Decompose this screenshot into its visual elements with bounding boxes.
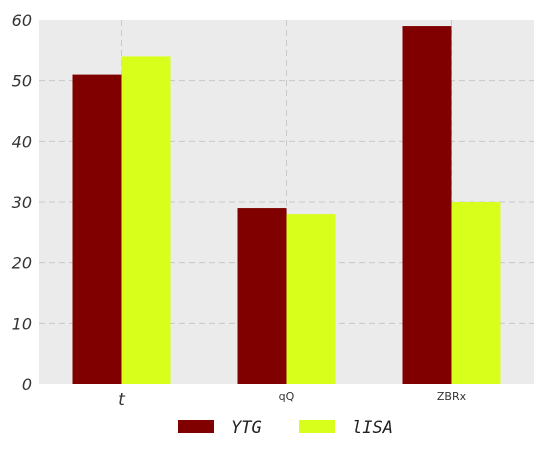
bar-YTG-ZBRx xyxy=(402,26,452,385)
legend-label-lISA: lISA xyxy=(352,418,393,438)
legend-label-YTG: YTG xyxy=(231,418,262,438)
bar-lISA-ZBRx xyxy=(451,202,501,384)
y-tick-label: 50 xyxy=(12,72,32,91)
y-tick-label: 0 xyxy=(22,375,32,394)
bar-YTG-qQ xyxy=(237,208,287,384)
x-tick-label: ZBRx xyxy=(437,390,467,403)
x-axis-ticks: t qQ ZBRx xyxy=(118,390,466,410)
y-tick-label: 30 xyxy=(12,193,32,212)
x-tick-label: t xyxy=(118,390,126,410)
x-tick-label: qQ xyxy=(279,390,295,403)
y-tick-label: 20 xyxy=(12,254,32,273)
legend: YTG lISA xyxy=(178,418,393,438)
legend-swatch-lISA xyxy=(299,420,335,433)
y-axis-ticks: 0 10 20 30 40 50 60 xyxy=(12,11,32,394)
bar-YTG-t xyxy=(72,74,122,384)
bar-lISA-qQ xyxy=(286,214,336,384)
y-tick-label: 40 xyxy=(12,132,32,151)
bars xyxy=(72,26,501,385)
y-tick-label: 60 xyxy=(12,11,32,30)
legend-swatch-YTG xyxy=(178,420,214,433)
y-tick-label: 10 xyxy=(12,314,32,333)
bar-lISA-t xyxy=(121,56,171,385)
